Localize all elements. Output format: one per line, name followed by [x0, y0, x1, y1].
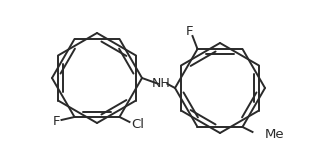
Text: NH: NH [152, 77, 171, 90]
Text: Me: Me [264, 129, 284, 141]
Text: Cl: Cl [131, 118, 144, 132]
Text: F: F [53, 115, 60, 129]
Text: F: F [186, 24, 193, 38]
